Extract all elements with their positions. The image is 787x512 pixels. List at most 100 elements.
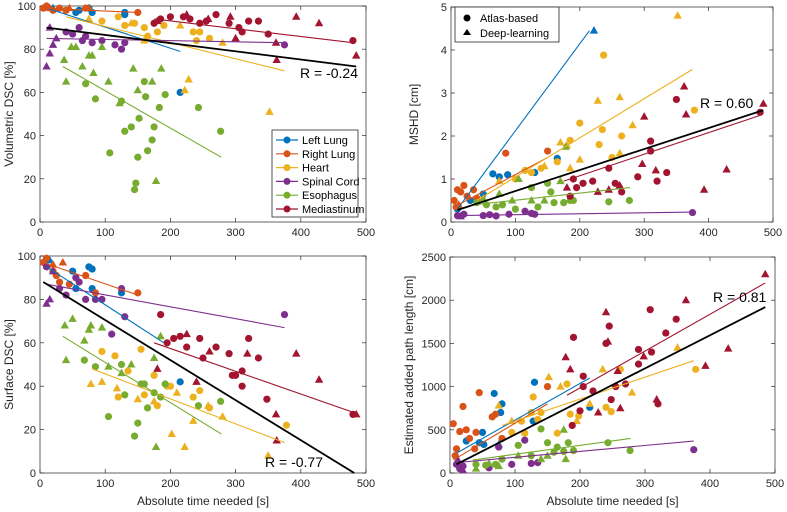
- atlas-point: [491, 410, 500, 418]
- deep-learning-point: [453, 455, 462, 464]
- x-axis-label: Absolute time needed [s]: [137, 494, 269, 508]
- fit-line: [153, 342, 354, 413]
- deep-learning-point: [180, 85, 189, 94]
- fit-line: [46, 283, 285, 329]
- deep-learning-point: [167, 429, 176, 437]
- y-tick-label: 40: [24, 381, 36, 393]
- deep-learning-point: [89, 68, 98, 76]
- fit-line: [473, 187, 631, 206]
- x-axis-label: Absolute time needed [s]: [546, 494, 678, 508]
- fit-line: [46, 37, 285, 44]
- atlas-point: [600, 51, 608, 59]
- fit-line: [154, 18, 354, 44]
- overall-fit-line: [457, 109, 764, 211]
- atlas-point: [595, 141, 603, 149]
- atlas-point: [212, 343, 220, 351]
- x-tick-label: 200: [571, 478, 589, 490]
- deep-learning-point: [562, 183, 572, 191]
- deep-learning-point: [543, 451, 552, 459]
- series-heart: [84, 13, 274, 115]
- atlas-point: [98, 36, 106, 45]
- atlas-point: [465, 434, 474, 443]
- deep-learning-point: [59, 55, 69, 63]
- x-tick-label: 300: [226, 227, 244, 239]
- legend-label: Right Lung: [302, 149, 355, 161]
- atlas-point: [108, 330, 116, 338]
- atlas-point: [568, 421, 576, 430]
- deep-learning-point: [42, 299, 51, 307]
- atlas-point: [537, 425, 545, 433]
- y-tick-label: 0: [440, 468, 446, 480]
- deep-learning-point: [271, 38, 281, 46]
- atlas-point: [121, 39, 129, 47]
- y-axis-label: Surface DSC [%]: [2, 319, 16, 410]
- atlas-point: [217, 127, 225, 135]
- deep-learning-point: [556, 137, 565, 146]
- deep-learning-point: [494, 461, 503, 470]
- atlas-point: [189, 393, 197, 401]
- fit-line: [43, 261, 138, 296]
- deep-learning-point: [175, 20, 185, 29]
- atlas-point: [91, 95, 100, 103]
- deep-learning-point: [80, 336, 89, 344]
- y-tick-label: 1000: [422, 382, 446, 394]
- atlas-point: [482, 201, 491, 209]
- deep-learning-point: [681, 110, 691, 118]
- atlas-point: [647, 348, 656, 356]
- atlas-point: [508, 428, 516, 436]
- atlas-point: [672, 95, 681, 104]
- correlation-label: R = -0.24: [300, 65, 358, 81]
- atlas-point: [91, 363, 100, 371]
- x-tick-label: 500: [764, 227, 782, 239]
- atlas-point: [459, 402, 467, 411]
- atlas-point: [579, 372, 587, 380]
- deep-learning-point: [104, 362, 113, 370]
- fit-line: [43, 7, 138, 14]
- deep-learning-point: [561, 454, 570, 463]
- y-axis-label: MSHD [cm]: [407, 84, 421, 145]
- atlas-point: [534, 203, 542, 211]
- deep-learning-point: [87, 51, 97, 59]
- atlas-point: [127, 123, 135, 131]
- deep-learning-point: [540, 196, 549, 204]
- atlas-point: [104, 412, 113, 421]
- fit-line: [456, 440, 694, 464]
- deep-learning-point: [264, 451, 273, 459]
- atlas-point: [498, 455, 506, 463]
- atlas-point: [134, 153, 142, 161]
- fit-line: [62, 66, 222, 158]
- atlas-point: [349, 36, 357, 45]
- atlas-point: [450, 196, 458, 205]
- x-tick-label: 500: [766, 478, 784, 490]
- y-tick-label: 500: [428, 425, 446, 437]
- deep-learning-point: [172, 388, 182, 396]
- x-tick-label: 200: [571, 227, 589, 239]
- y-tick-label: 0: [30, 468, 36, 480]
- deep-learning-point: [204, 14, 213, 22]
- atlas-point: [530, 378, 539, 386]
- deep-learning-point: [652, 395, 661, 403]
- atlas-point: [690, 446, 698, 454]
- atlas-point: [196, 334, 204, 343]
- deep-learning-point: [97, 42, 107, 51]
- x-tick-label: 300: [635, 227, 653, 239]
- atlas-point: [150, 123, 158, 131]
- correlation-label: R = 0.81: [713, 289, 767, 305]
- atlas-point: [514, 441, 522, 449]
- deep-learning-point: [84, 3, 94, 12]
- atlas-point: [452, 445, 461, 453]
- x-tick-label: 100: [506, 227, 524, 239]
- deep-learning-point: [514, 174, 523, 182]
- deep-learning-point: [556, 176, 565, 185]
- deep-learning-point: [598, 364, 607, 373]
- deep-learning-point: [638, 159, 647, 167]
- deep-learning-point: [292, 349, 301, 357]
- atlas-point: [508, 460, 516, 468]
- deep-learning-point: [180, 442, 189, 450]
- deep-learning-point: [45, 3, 54, 12]
- deep-learning-point: [628, 120, 637, 129]
- legend-deep-learning-label: Deep-learning: [480, 28, 549, 40]
- y-tick-label: 4: [441, 45, 447, 57]
- x-tick-label: 200: [161, 478, 179, 490]
- deep-learning-point: [58, 258, 68, 266]
